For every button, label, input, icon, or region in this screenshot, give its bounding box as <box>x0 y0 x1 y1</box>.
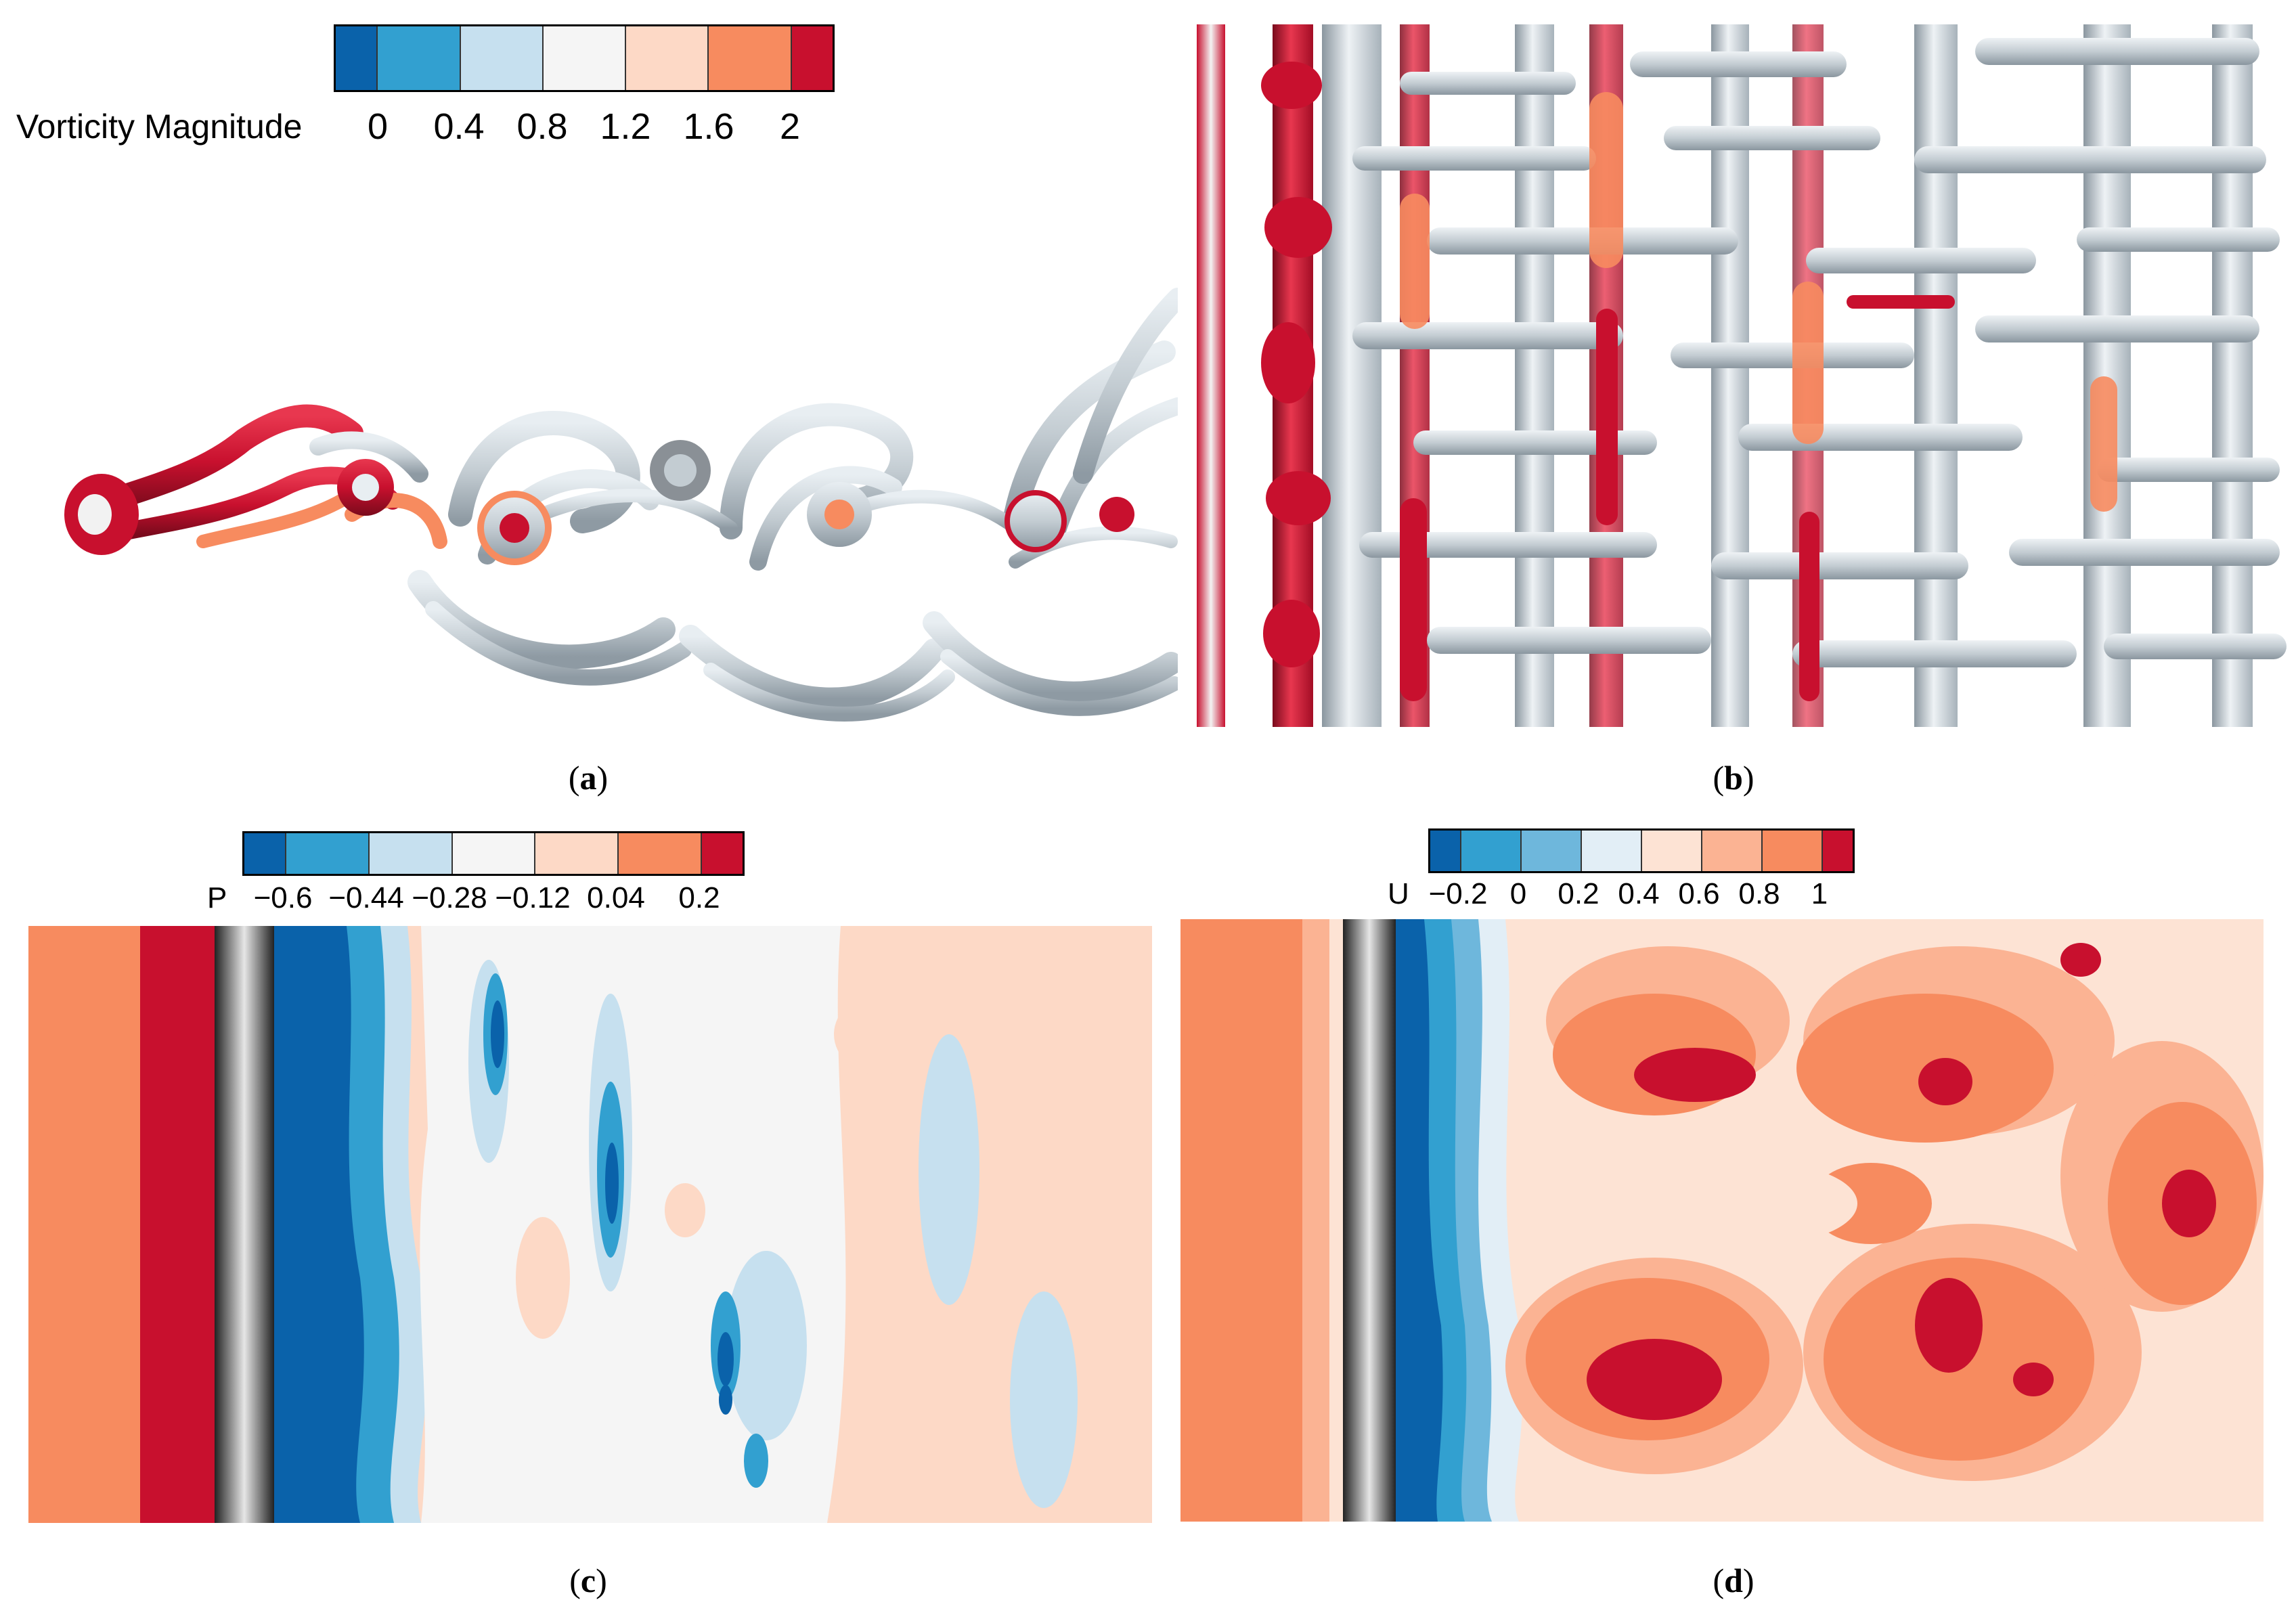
colorbar-c-tick: −0.44 <box>328 881 404 914</box>
panel-b <box>1197 24 2293 727</box>
colorbar-c-bin <box>617 833 701 874</box>
colorbar-d-bin <box>1580 831 1641 871</box>
colorbar-c-bin <box>244 833 286 874</box>
colorbar-a-bin <box>336 26 377 90</box>
cylinder <box>1343 919 1396 1522</box>
colorbar-a-tick: 0.4 <box>433 106 485 147</box>
colorbar-d-bin <box>1701 831 1762 871</box>
colorbar-d-tick: −0.2 <box>1428 877 1488 910</box>
colorbar-a-bin <box>790 26 833 90</box>
colorbar-d-bin <box>1430 831 1460 871</box>
velocity-field <box>1180 919 2264 1522</box>
colorbar-c-bin <box>285 833 368 874</box>
colorbar-a-bin <box>459 26 542 90</box>
vortex-wake-side-view <box>64 288 1178 722</box>
caption-c: (c) <box>569 1562 607 1599</box>
panel-d-velocity-contour <box>1180 919 2264 1522</box>
caption-d: (d) <box>1713 1562 1754 1599</box>
colorbar-a-tick: 0 <box>367 106 389 147</box>
pressure-field <box>28 926 1152 1523</box>
colorbar-c-tick: −0.12 <box>495 881 571 914</box>
colorbar-d-bin <box>1459 831 1520 871</box>
vortex-wake-top-view <box>1197 24 2287 727</box>
colorbar-c-bin <box>700 833 743 874</box>
cylinder <box>1197 24 1225 727</box>
colorbar-c-tick: 0.2 <box>678 881 720 914</box>
caption-a: (a) <box>568 759 609 797</box>
colorbar-d-tick: 0.6 <box>1678 877 1720 910</box>
colorbar-a-tick: 1.2 <box>600 106 651 147</box>
colorbar-c-bin <box>534 833 618 874</box>
colorbar-c-tick: −0.28 <box>412 881 487 914</box>
caption-b: (b) <box>1713 759 1754 797</box>
colorbar-c-bin <box>451 833 535 874</box>
colorbar-a-bin <box>376 26 460 90</box>
colorbar-a-bin <box>707 26 791 90</box>
colorbar-d-bin <box>1520 831 1581 871</box>
colorbar-a-label: Vorticity Magnitude <box>16 108 303 146</box>
panel-a: Vorticity Magnitude 0 0.4 0.8 1.2 1.6 2 <box>0 0 1178 799</box>
colorbar-a <box>334 24 835 92</box>
colorbar-d <box>1428 828 1855 873</box>
colorbar-d-bin <box>1822 831 1853 871</box>
colorbar-a-tick: 2 <box>779 106 801 147</box>
colorbar-a-bin <box>542 26 625 90</box>
colorbar-a-tick: 1.6 <box>683 106 734 147</box>
colorbar-d-bin <box>1641 831 1702 871</box>
colorbar-c-tick: −0.6 <box>253 881 313 914</box>
cylinder <box>215 926 274 1523</box>
colorbar-d-tick: 0.2 <box>1558 877 1599 910</box>
colorbar-a-tick: 0.8 <box>516 106 568 147</box>
colorbar-c-tick: 0.04 <box>587 881 645 914</box>
colorbar-a-bin <box>625 26 708 90</box>
colorbar-c <box>242 831 745 876</box>
colorbar-d-bin <box>1761 831 1822 871</box>
panel-c-pressure-contour <box>28 926 1152 1523</box>
colorbar-d-tick: 1 <box>1811 877 1828 910</box>
colorbar-c-label: P <box>207 881 227 914</box>
colorbar-d-label: U <box>1388 877 1409 910</box>
colorbar-d-tick: 0 <box>1509 877 1527 910</box>
colorbar-c-bin <box>368 833 451 874</box>
colorbar-d-tick: 0.4 <box>1618 877 1660 910</box>
colorbar-d-tick: 0.8 <box>1738 877 1780 910</box>
